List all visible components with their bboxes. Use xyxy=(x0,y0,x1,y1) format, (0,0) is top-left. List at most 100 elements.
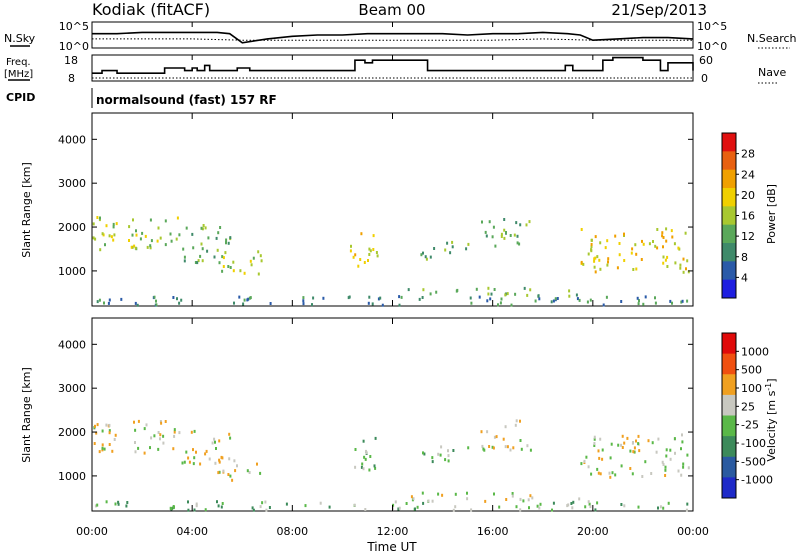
range-cell-2 xyxy=(232,269,235,273)
power-colorbar-swatch xyxy=(722,243,736,262)
power-colorbar-swatch xyxy=(722,206,736,226)
range-cell-6 xyxy=(680,447,682,451)
range-cell-6 xyxy=(681,433,683,437)
range-cell-7 xyxy=(511,492,514,495)
range-cell-1 xyxy=(199,254,202,258)
range-cell-8 xyxy=(588,502,591,506)
range-cell-6 xyxy=(662,255,665,259)
range-cell-6 xyxy=(597,471,600,475)
range-cell-8 xyxy=(414,507,416,511)
range-cell-1 xyxy=(213,437,216,441)
range-cell-8 xyxy=(452,508,455,512)
range-cell-7 xyxy=(490,292,493,296)
range-cell-0 xyxy=(149,446,151,450)
range-cell-5 xyxy=(519,439,522,442)
range-cell-8 xyxy=(576,297,579,301)
range-cell-8 xyxy=(587,500,590,504)
nsky-tick-top: 10^5 xyxy=(59,20,89,33)
range-cell-0 xyxy=(128,239,130,242)
range-cell-7 xyxy=(484,499,487,503)
range-cell-6 xyxy=(662,463,665,466)
range-cell-3 xyxy=(354,253,357,257)
range-cell-1 xyxy=(215,447,217,450)
range-cell-5 xyxy=(516,241,519,245)
range-cell-0 xyxy=(93,442,96,445)
range-cell-5 xyxy=(488,220,491,224)
range-cell-0 xyxy=(96,216,99,219)
range-cell-5 xyxy=(495,435,498,439)
range-cell-6 xyxy=(590,238,593,242)
range-cell-8 xyxy=(242,302,245,306)
range-cell-7 xyxy=(529,288,532,292)
range-cell-8 xyxy=(103,301,105,305)
range-cell-8 xyxy=(686,299,689,303)
range-cell-8 xyxy=(249,296,252,300)
range-cell-8 xyxy=(478,295,481,299)
range-cell-6 xyxy=(614,234,617,238)
range-cell-0 xyxy=(101,446,104,450)
range-cell-5 xyxy=(492,446,495,450)
range-cell-1 xyxy=(216,248,219,252)
range-cell-3 xyxy=(364,457,367,461)
range-cell-8 xyxy=(117,500,120,504)
range-cell-0 xyxy=(156,239,159,243)
range-cell-0 xyxy=(139,237,142,241)
range-cell-6 xyxy=(631,472,634,476)
range-cell-6 xyxy=(623,259,626,262)
range-cell-7 xyxy=(422,288,425,292)
range-cell-8 xyxy=(667,501,670,505)
range-cell-5 xyxy=(488,445,491,448)
range-cell-6 xyxy=(599,437,602,441)
range-cell-7 xyxy=(475,287,478,291)
range-cell-6 xyxy=(680,473,683,477)
range-cell-2 xyxy=(227,473,230,476)
range-cell-1 xyxy=(214,440,216,444)
range-cell-3 xyxy=(360,465,363,469)
range-cell-0 xyxy=(159,433,162,437)
range-cell-6 xyxy=(674,261,677,265)
velocity-colorbar-swatch xyxy=(722,415,736,437)
range-cell-7 xyxy=(522,499,525,503)
range-cell-2 xyxy=(246,469,249,473)
range-cell-8 xyxy=(586,300,589,304)
range-cell-7 xyxy=(412,497,415,501)
range-cell-6 xyxy=(593,265,596,269)
range-cell-4 xyxy=(444,248,447,252)
range-cell-2 xyxy=(236,464,238,468)
range-cell-6 xyxy=(594,256,597,260)
range-cell-0 xyxy=(128,225,131,229)
range-cell-0 xyxy=(137,446,140,450)
range-cell-8 xyxy=(172,505,175,508)
range-cell-6 xyxy=(665,239,668,243)
range-cell-1 xyxy=(229,436,232,440)
range-cell-6 xyxy=(650,472,653,475)
range-cell-6 xyxy=(635,439,637,443)
range-cell-7 xyxy=(429,292,432,296)
range-cell-8 xyxy=(312,296,315,300)
nsky-label: N.Sky xyxy=(4,32,36,45)
range-cell-0 xyxy=(108,429,111,433)
range-cell-6 xyxy=(648,242,651,246)
velocity-colorbar-tick-label: 1000 xyxy=(741,345,769,358)
range-cell-4 xyxy=(451,240,454,244)
range-cell-6 xyxy=(641,239,643,243)
range-cell-6 xyxy=(606,239,609,243)
range-cell-8 xyxy=(105,500,108,504)
range-cell-7 xyxy=(568,289,571,293)
range-cell-2 xyxy=(224,251,227,255)
range-cell-8 xyxy=(302,302,305,306)
xtick-label: 04:00 xyxy=(176,525,208,538)
range-cell-0 xyxy=(114,433,117,437)
range-cell-6 xyxy=(656,246,659,250)
range-cell-1 xyxy=(214,461,217,465)
range-cell-8 xyxy=(398,506,401,510)
range-cell-7 xyxy=(578,497,581,501)
range-cell-8 xyxy=(302,299,305,303)
range-cell-8 xyxy=(155,299,157,303)
range-cell-8 xyxy=(398,303,401,307)
range-cell-6 xyxy=(662,236,665,239)
range-cell-8 xyxy=(469,296,472,300)
range-cell-4 xyxy=(422,251,424,255)
velocity-ylabel: Slant Range [km] xyxy=(20,367,33,463)
ytick-label: 3000 xyxy=(58,177,86,190)
